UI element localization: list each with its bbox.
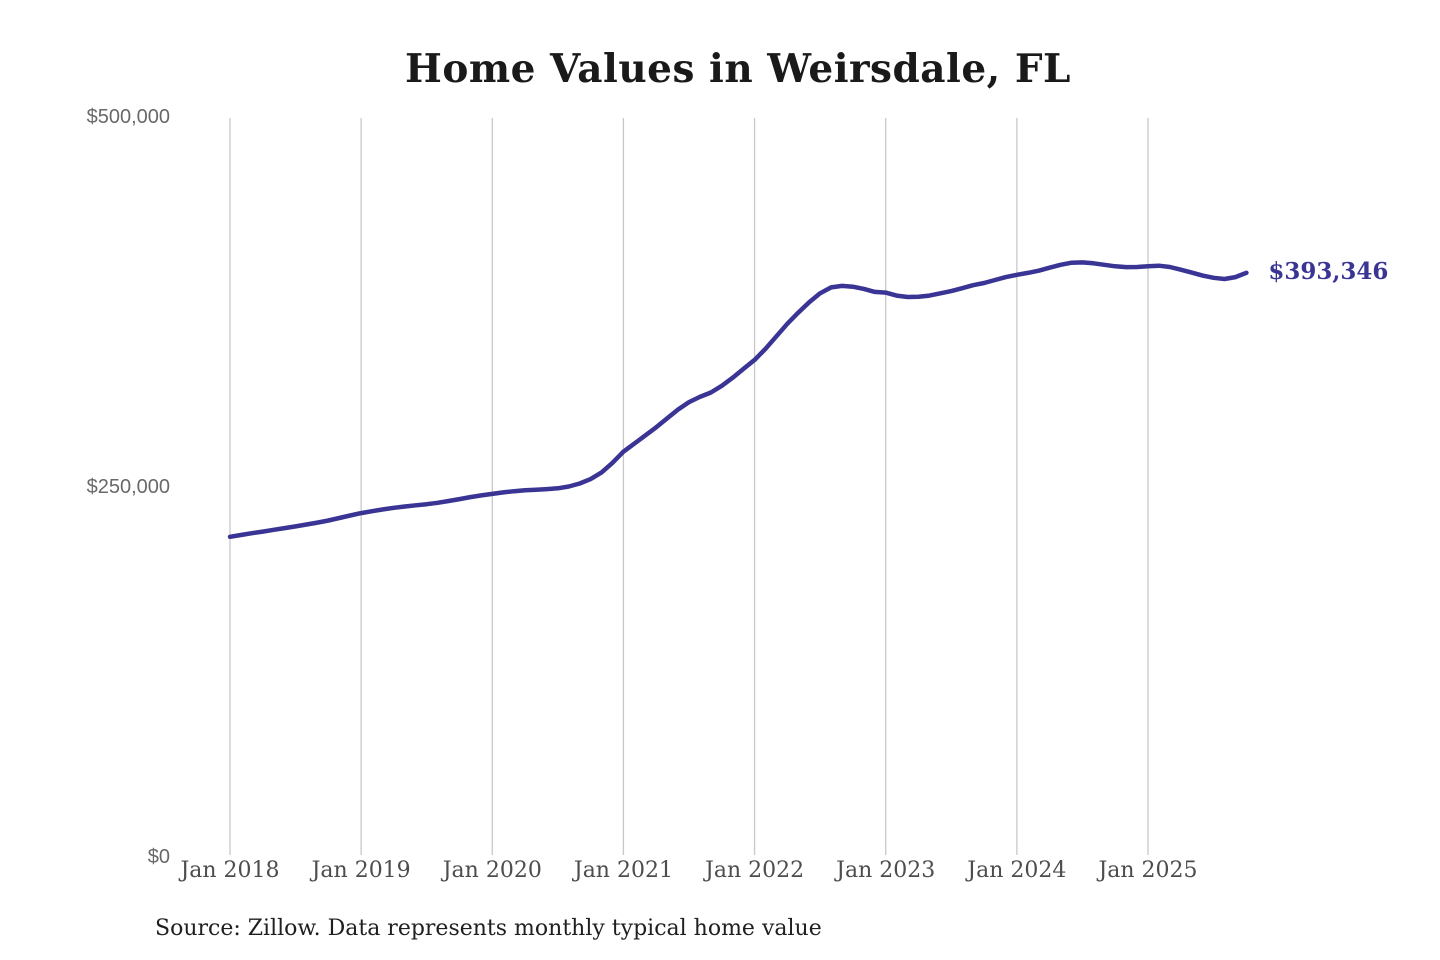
y-tick-label: $500,000 [86,106,170,128]
x-tick-label: Jan 2018 [180,858,280,883]
source-note: Source: Zillow. Data represents monthly … [155,916,822,941]
x-tick-label: Jan 2019 [311,858,411,883]
chart-title: Home Values in Weirsdale, FL [405,46,1071,92]
x-tick-label: Jan 2024 [967,858,1067,883]
latest-value-label: $393,346 [1268,257,1389,285]
x-tick-label: Jan 2022 [705,858,805,883]
x-tick-label: Jan 2023 [836,858,936,883]
y-tick-label: $0 [147,846,170,868]
gridlines [229,118,1149,855]
home-value-line [227,260,1249,540]
x-tick-label: Jan 2021 [573,858,673,883]
x-tick-label: Jan 2025 [1098,858,1198,883]
y-tick-label: $250,000 [86,476,170,498]
x-tick-label: Jan 2020 [442,858,542,883]
